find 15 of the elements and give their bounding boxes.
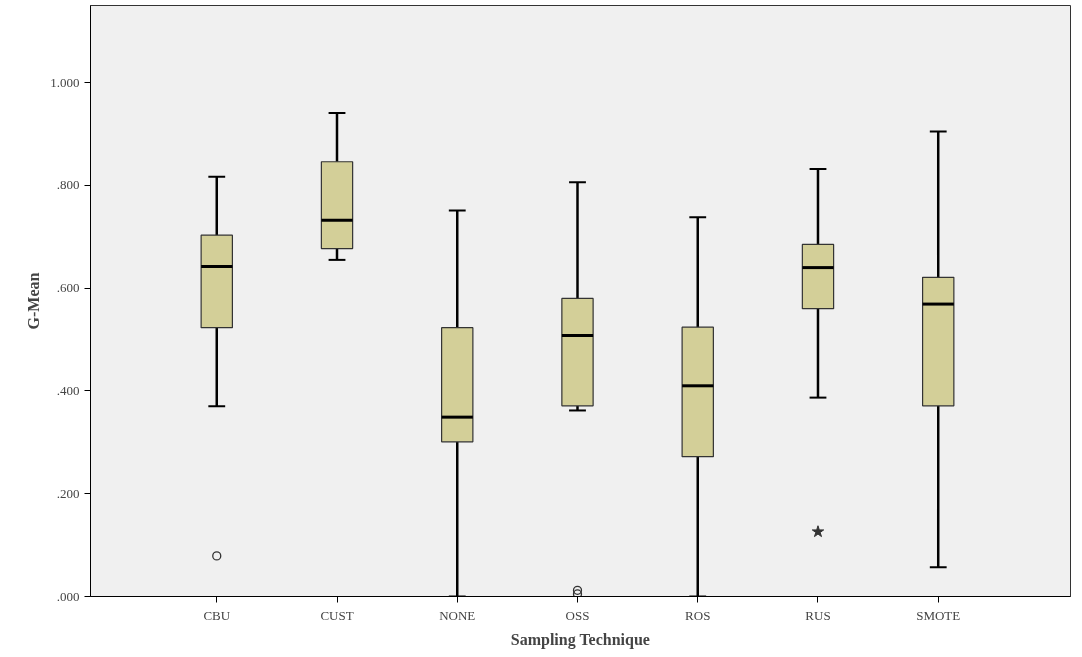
y-axis-title: G-Mean [25, 272, 43, 330]
x-tick-label: SMOTE [916, 607, 961, 623]
x-tick-label: CBU [203, 607, 231, 623]
x-tick-label: CUST [320, 607, 354, 623]
x-tick-label: NONE [439, 607, 476, 623]
y-tick-label: .800 [56, 177, 80, 193]
y-tick-label: 1.000 [50, 74, 80, 90]
y-tick-label: .000 [56, 588, 80, 604]
y-tick-label: .600 [56, 280, 80, 296]
y-tick-label: .200 [56, 485, 80, 501]
y-tick-label: .400 [56, 382, 80, 398]
x-tick-label: OSS [565, 607, 590, 623]
x-tick-label: ROS [685, 607, 711, 623]
x-tick-label: RUS [805, 607, 831, 623]
x-axis-title: Sampling Technique [510, 630, 650, 649]
